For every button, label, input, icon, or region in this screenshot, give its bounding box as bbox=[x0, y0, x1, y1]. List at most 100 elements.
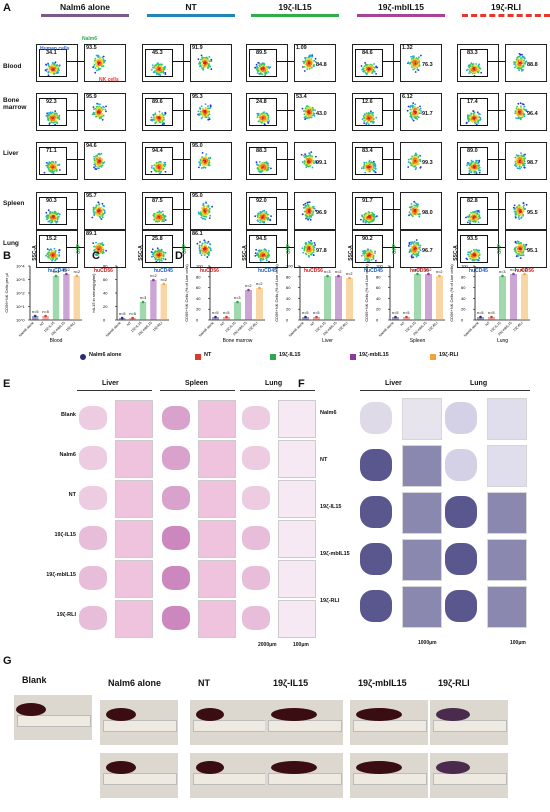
flow-plot-left bbox=[246, 44, 288, 82]
panel-d-0-bar bbox=[256, 288, 263, 320]
panel-e-tissue-overview bbox=[79, 526, 107, 550]
panel-b-cat-label: Nalm6 alone bbox=[18, 321, 35, 338]
panel-c-tick-label: 60 bbox=[103, 277, 108, 282]
panel-c-bar bbox=[139, 302, 147, 320]
percentage-label: 93.5 bbox=[86, 45, 97, 51]
flow-plot-right bbox=[400, 230, 442, 268]
panel-c-point bbox=[141, 300, 145, 304]
gate-box bbox=[145, 147, 173, 175]
percentage-label: 95.9 bbox=[86, 94, 97, 100]
panel-d-1-bar bbox=[313, 317, 320, 320]
panel-b-bar bbox=[63, 274, 70, 320]
panel-d-1-tick-label: 100 bbox=[286, 264, 293, 269]
panel-d-2-tick-label: 20 bbox=[376, 307, 381, 312]
axis-label-hucd56: huCD56 bbox=[410, 268, 429, 274]
panel-e-tissue-zoom bbox=[115, 560, 153, 598]
percentage-label: 6.12 bbox=[402, 94, 413, 100]
panel-a-letter: A bbox=[3, 2, 11, 14]
group-color-bar bbox=[357, 14, 445, 17]
panel-d-0-cat-label: NT bbox=[220, 320, 227, 327]
flow-plot-right bbox=[84, 44, 126, 82]
gate-box bbox=[355, 197, 383, 225]
percentage-label: 91.7 bbox=[422, 111, 433, 117]
panel-d-3-xlabel: Lung bbox=[497, 338, 508, 344]
panel-d-0-tick-label: 0 bbox=[196, 318, 199, 323]
panel-d-2-tick-label: 40 bbox=[376, 296, 381, 301]
panel-d-2-bar bbox=[392, 317, 399, 320]
panel-d-2-cat-label: Nalm6 alone bbox=[378, 321, 395, 338]
flow-plot-left bbox=[246, 93, 288, 131]
panel-f-tissue-overview bbox=[360, 496, 392, 528]
panel-g-spleen bbox=[271, 708, 317, 721]
percentage-label: 12.6 bbox=[362, 99, 373, 105]
panel-e-tissue-zoom bbox=[278, 520, 316, 558]
gate-arrow bbox=[66, 159, 84, 160]
gate-box bbox=[249, 235, 277, 263]
panel-d-0-n-label: n=2 bbox=[256, 282, 262, 286]
panel-e-tissue-header: Lung bbox=[265, 380, 283, 387]
panel-c-cat-label: NT bbox=[126, 320, 133, 327]
flow-plot-left bbox=[36, 44, 78, 82]
percentage-label: 15.2 bbox=[46, 236, 57, 242]
panel-d-0-xlabel: Bone marrow bbox=[223, 338, 253, 344]
axis-label-hucd45: huCD45 bbox=[469, 268, 488, 274]
axis-label-hucd45: huCD45 bbox=[154, 268, 173, 274]
panel-f-tissue-zoom bbox=[487, 539, 527, 581]
panel-g-ruler bbox=[268, 773, 342, 785]
panel-d-3-bar bbox=[521, 274, 528, 320]
panel-f-row-label: Nalm6 bbox=[320, 410, 337, 416]
panel-d-0-n-label: n=5 bbox=[223, 311, 229, 315]
flow-plot-left bbox=[352, 142, 394, 180]
gate-arrow bbox=[382, 61, 400, 62]
flow-plot-right bbox=[190, 142, 232, 180]
panel-d-1-ylabel: CD56+NK Cells (% of Live cells) bbox=[274, 264, 279, 322]
gate-box bbox=[355, 235, 383, 263]
panel-d-2-cat-label: NT bbox=[400, 320, 407, 327]
group-color-bar bbox=[41, 14, 129, 17]
panel-f-tissue-header: Liver bbox=[385, 380, 402, 387]
panel-e-tissue-overview bbox=[162, 406, 190, 430]
panel-d-0-bar bbox=[234, 302, 241, 320]
panel-d-1-xlabel: Liver bbox=[322, 338, 333, 344]
flow-plot-left bbox=[352, 230, 394, 268]
panel-e-tissue-overview bbox=[242, 526, 270, 550]
panel-f-row-label: NT bbox=[320, 457, 328, 463]
percentage-label: 82.8 bbox=[467, 198, 478, 204]
panel-e-tissue-overview bbox=[162, 446, 190, 470]
percentage-label: 24.8 bbox=[256, 99, 267, 105]
panel-b-n-label: n=5 bbox=[42, 310, 48, 314]
flow-plot-left bbox=[36, 93, 78, 131]
percentage-label: 89.1 bbox=[86, 231, 97, 237]
percentage-label: 1.32 bbox=[402, 45, 413, 51]
panel-f-tissue-overview bbox=[445, 402, 477, 434]
panel-d-3-bar bbox=[488, 317, 495, 320]
panel-d-3-bar bbox=[499, 276, 506, 320]
panel-d-1-bar bbox=[324, 276, 331, 320]
flow-plot-right bbox=[190, 44, 232, 82]
panel-f-tissue-header: Lung bbox=[470, 380, 488, 387]
panel-e-letter: E bbox=[3, 378, 11, 390]
panel-d-0-tick-label: 100 bbox=[196, 264, 203, 269]
flow-plot-left bbox=[36, 142, 78, 180]
panel-b-bar bbox=[73, 276, 80, 320]
panel-d-1-n-label: n=3 bbox=[324, 270, 330, 274]
gate-arrow bbox=[487, 61, 505, 62]
percentage-label: 89.0 bbox=[467, 148, 478, 154]
percentage-label: 88.8 bbox=[527, 62, 538, 68]
gate-arrow bbox=[172, 247, 190, 248]
percentage-label: 99.3 bbox=[422, 160, 433, 166]
percentage-label: 34.1 bbox=[46, 50, 57, 56]
panel-g-ruler bbox=[193, 720, 267, 732]
panel-f-tissue-zoom bbox=[487, 492, 527, 534]
flow-plot-left bbox=[36, 192, 78, 230]
panel-c-tick-label: 80 bbox=[103, 264, 108, 269]
percentage-label: 43.0 bbox=[316, 111, 327, 117]
panel-d-1-point bbox=[337, 274, 340, 278]
axis-label-gfp: GFP bbox=[182, 243, 189, 255]
panel-e-header-line bbox=[77, 390, 152, 391]
axis-label-gfp: GFP bbox=[497, 243, 504, 255]
panel-c-ylabel: hIL15 in serum(pg/ml) bbox=[91, 273, 96, 313]
flow-plot-right bbox=[84, 93, 126, 131]
panel-d-0-point bbox=[214, 315, 217, 319]
panel-e-tissue-header: Liver bbox=[102, 380, 119, 387]
